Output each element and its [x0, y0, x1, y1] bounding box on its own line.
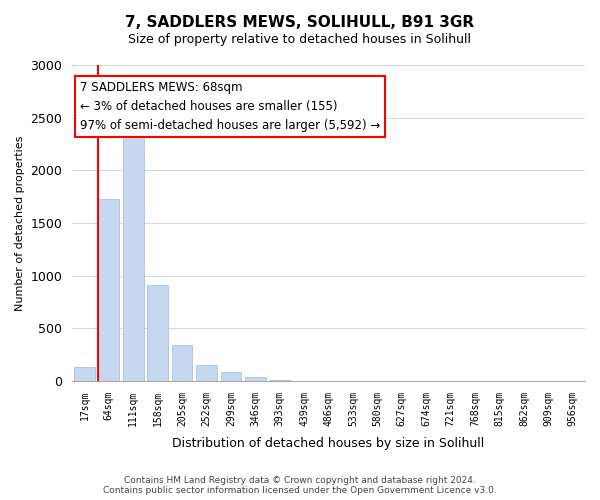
Bar — [172, 344, 193, 381]
X-axis label: Distribution of detached houses by size in Solihull: Distribution of detached houses by size … — [172, 437, 485, 450]
Bar — [147, 285, 168, 381]
Bar — [269, 380, 290, 381]
Bar — [74, 367, 95, 381]
Text: Size of property relative to detached houses in Solihull: Size of property relative to detached ho… — [128, 32, 472, 46]
Bar — [245, 377, 266, 381]
Text: 7, SADDLERS MEWS, SOLIHULL, B91 3GR: 7, SADDLERS MEWS, SOLIHULL, B91 3GR — [125, 15, 475, 30]
Bar — [98, 198, 119, 381]
Bar — [221, 372, 241, 381]
Bar — [196, 364, 217, 381]
Bar — [123, 132, 143, 381]
Text: 7 SADDLERS MEWS: 68sqm
← 3% of detached houses are smaller (155)
97% of semi-det: 7 SADDLERS MEWS: 68sqm ← 3% of detached … — [80, 81, 380, 132]
Y-axis label: Number of detached properties: Number of detached properties — [15, 136, 25, 310]
Text: Contains HM Land Registry data © Crown copyright and database right 2024.
Contai: Contains HM Land Registry data © Crown c… — [103, 476, 497, 495]
